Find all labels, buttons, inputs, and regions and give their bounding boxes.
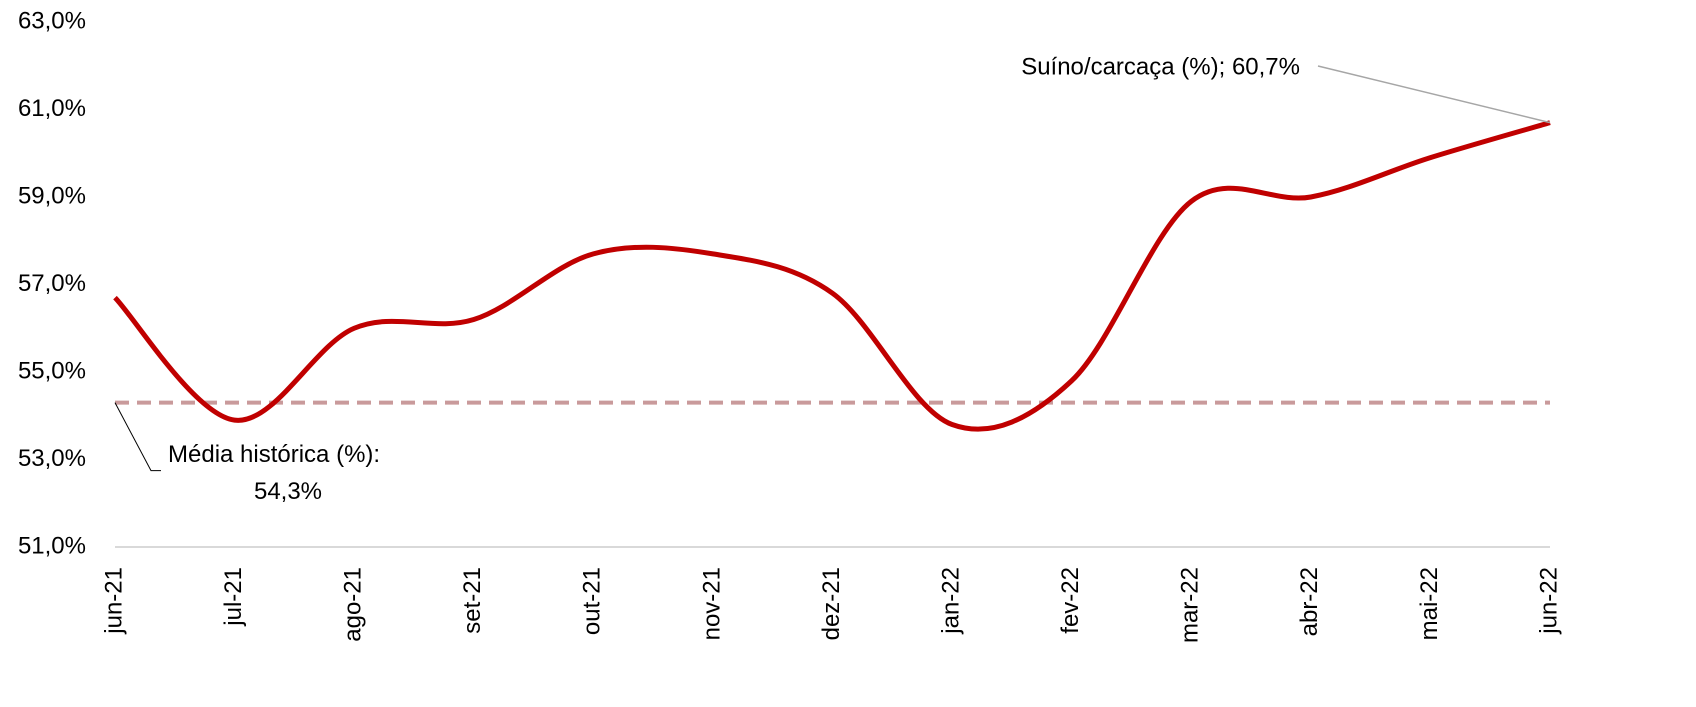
leader-line xyxy=(1317,65,1551,124)
x-tick-label: jul-21 xyxy=(220,567,247,627)
x-tick-label: mar-22 xyxy=(1177,567,1204,643)
y-tick-label: 61,0% xyxy=(18,95,86,122)
x-tick-label: set-21 xyxy=(459,567,486,634)
x-tick-label: fev-22 xyxy=(1057,567,1084,634)
y-tick-label: 57,0% xyxy=(18,270,86,297)
x-tick-label: jan-22 xyxy=(937,567,964,635)
reference-label: Média histórica (%): xyxy=(168,441,380,468)
x-tick-label: dez-21 xyxy=(818,567,845,640)
y-tick-label: 55,0% xyxy=(18,357,86,384)
x-tick-label: ago-21 xyxy=(340,567,367,642)
x-tick-label: abr-22 xyxy=(1296,567,1323,636)
y-tick-label: 53,0% xyxy=(18,445,86,472)
x-tick-label: out-21 xyxy=(579,567,606,635)
series-line xyxy=(113,120,1551,432)
reference-value-label: 54,3% xyxy=(254,478,322,505)
annotation: Suíno/carcaça (%); 60,7% xyxy=(1021,53,1300,80)
x-tick-label: jun-21 xyxy=(100,567,127,635)
leader-line xyxy=(114,402,161,472)
y-tick-label: 51,0% xyxy=(18,532,86,559)
y-tick-label: 59,0% xyxy=(18,182,86,209)
y-tick-label: 63,0% xyxy=(18,7,86,34)
x-tick-label: nov-21 xyxy=(698,567,725,640)
x-tick-label: mai-22 xyxy=(1416,567,1443,640)
x-tick-label: jun-22 xyxy=(1535,567,1562,635)
